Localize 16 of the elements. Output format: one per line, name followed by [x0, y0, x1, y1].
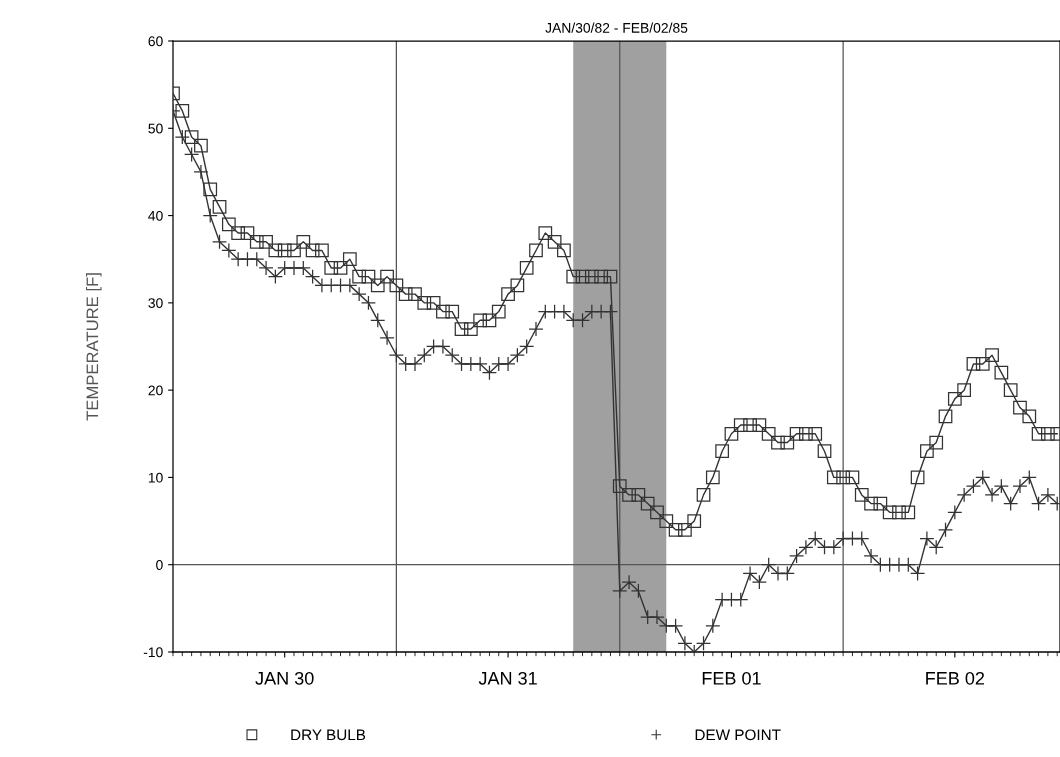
y-tick-label: 10: [148, 472, 163, 483]
y-tick-label: 30: [148, 298, 163, 309]
y-tick-label: 20: [148, 385, 163, 396]
chart-title: JAN/30/82 - FEB/02/85: [545, 22, 688, 33]
legend-label: DEW POINT: [695, 729, 781, 741]
y-tick-label: 50: [148, 123, 163, 134]
y-tick-label: 40: [148, 210, 163, 221]
y-tick-label: -10: [143, 647, 163, 658]
legend-label: DRY BULB: [291, 729, 366, 741]
y-tick-label: 60: [148, 36, 163, 47]
x-tick-label: JAN 31: [478, 671, 537, 685]
x-tick-label: FEB 01: [702, 671, 761, 685]
y-axis-title: TEMPERATURE [F]: [86, 273, 102, 421]
x-tick-label: JAN 30: [255, 671, 314, 685]
y-tick-label: 0: [156, 560, 163, 570]
x-tick-label: FEB 02: [926, 671, 985, 685]
